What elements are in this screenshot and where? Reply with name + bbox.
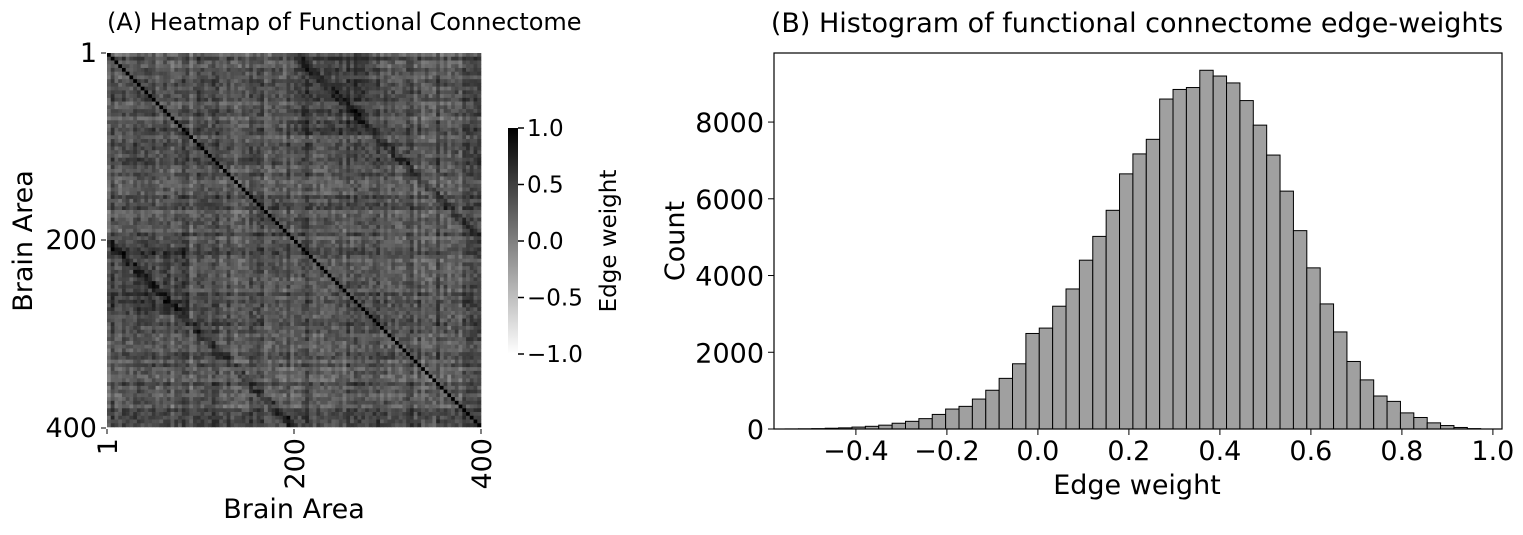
histogram-bar	[1119, 173, 1134, 430]
histogram-bar	[1319, 303, 1335, 430]
colorbar-tick-label: 0.0	[527, 229, 564, 255]
histogram-bar	[1012, 363, 1027, 430]
histogram-bar	[1266, 154, 1281, 430]
histogram-xtick-label: 0.4	[1198, 436, 1241, 467]
histogram-bar	[1052, 305, 1067, 430]
histogram-bar	[1092, 235, 1107, 430]
histogram-bar	[998, 377, 1014, 430]
heatmap-xtick-400: 400	[467, 438, 498, 490]
histogram-xtick-label: 0.6	[1289, 436, 1332, 467]
histogram-bar	[1172, 88, 1187, 430]
histogram-ytick-label: 0	[747, 415, 764, 446]
histogram-bar	[1199, 69, 1214, 430]
colorbar-tick-label: −1.0	[527, 342, 583, 368]
histogram-bar	[1025, 332, 1040, 430]
histogram-ytick-label: 2000	[695, 338, 764, 369]
colorbar-ticks: 1.0 0.5 0.0 −0.5 −1.0	[518, 116, 583, 368]
colorbar-tick-label: −0.5	[527, 286, 583, 312]
histogram-ytick-label: 4000	[695, 262, 764, 293]
histogram-bar	[1145, 138, 1161, 430]
heatmap-matrix	[107, 53, 482, 428]
histogram-bar	[1105, 209, 1121, 430]
histogram-bar	[1065, 288, 1080, 430]
histogram-bar	[1038, 327, 1054, 430]
colorbar	[508, 128, 518, 354]
histogram-bar	[1159, 98, 1174, 430]
histogram-bar	[905, 420, 920, 430]
histogram-xtick-label: 0.8	[1380, 436, 1423, 467]
histogram-bar	[1078, 259, 1094, 430]
histogram-bar	[1386, 400, 1401, 430]
histogram-y-axis: 0 2000 4000 6000 8000	[695, 108, 774, 446]
heatmap-xtick-200: 200	[280, 438, 311, 490]
histogram-bar	[1346, 360, 1361, 430]
heatmap-xlabel: Brain Area	[223, 494, 365, 525]
colorbar-tick-label: 1.0	[527, 116, 564, 142]
heatmap-ytick-400: 400	[45, 413, 97, 444]
heatmap-ytick-200: 200	[45, 225, 97, 256]
histogram-xtick-label: −0.2	[914, 436, 980, 467]
histogram-bar	[958, 405, 973, 430]
histogram-bar	[1212, 75, 1228, 430]
histogram-bar	[1306, 267, 1321, 430]
histogram-title: (B) Histogram of functional connectome e…	[771, 8, 1503, 39]
heatmap-ylabel: Brain Area	[8, 170, 39, 312]
histogram-bar	[1226, 82, 1241, 430]
histogram-bar	[1399, 412, 1415, 430]
histogram-bar	[1333, 331, 1348, 430]
histogram-xtick-label: 0.2	[1107, 436, 1150, 467]
histogram-bar	[1239, 100, 1254, 430]
histogram-bar	[1185, 87, 1201, 430]
histogram-ylabel: Count	[660, 201, 691, 281]
heatmap-panel: (A) Heatmap of Functional Connectome 1 2…	[8, 8, 622, 525]
histogram-bar	[945, 408, 960, 430]
histogram-bar	[1292, 230, 1308, 430]
histogram-ytick-label: 8000	[695, 108, 764, 139]
histogram-bar	[1252, 124, 1268, 430]
histogram-xtick-label: 0.0	[1016, 436, 1059, 467]
histogram-ytick-label: 6000	[695, 185, 764, 216]
histogram-panel: (B) Histogram of functional connectome e…	[660, 8, 1514, 501]
histogram-bar	[1132, 153, 1147, 430]
heatmap-ytick-1: 1	[80, 38, 97, 69]
histogram-x-axis: −0.4 −0.2 0.0 0.2 0.4 0.6 0.8 1.0	[823, 429, 1514, 467]
colorbar-tick-label: 0.5	[527, 173, 564, 199]
histogram-xtick-label: 1.0	[1471, 436, 1514, 467]
histogram-bar	[1279, 190, 1294, 430]
histogram-bar	[891, 422, 906, 430]
heatmap-title: (A) Heatmap of Functional Connectome	[107, 8, 582, 36]
histogram-bar	[931, 413, 947, 430]
histogram-bar	[1426, 422, 1442, 430]
histogram-xtick-label: −0.4	[823, 436, 889, 467]
histogram-frame	[773, 52, 1503, 430]
heatmap-xtick-1: 1	[93, 438, 124, 455]
histogram-bar	[1359, 379, 1375, 430]
histogram-bar	[985, 389, 1000, 430]
histogram-bar	[918, 418, 933, 430]
histogram-xlabel: Edge weight	[1053, 470, 1221, 501]
histogram-bar	[1373, 395, 1388, 430]
histogram-bars	[784, 69, 1482, 430]
histogram-bar	[971, 398, 987, 430]
histogram-bar	[1413, 416, 1428, 430]
colorbar-label: Edge weight	[596, 170, 622, 313]
